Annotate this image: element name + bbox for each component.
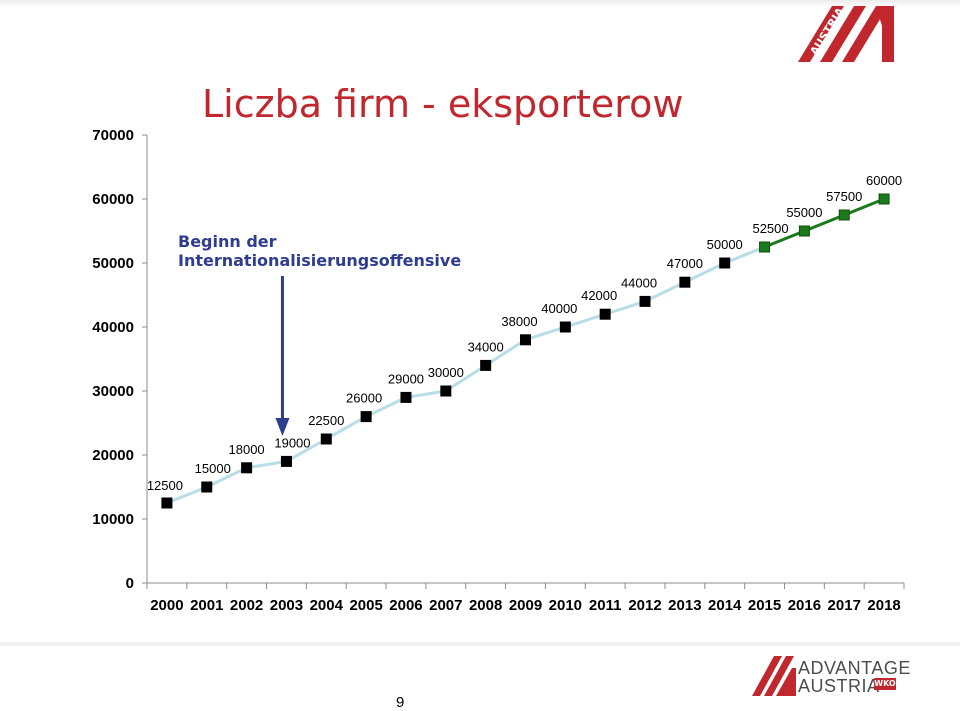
wko-badge: WKO [874,678,896,690]
projection-line [763,197,885,249]
y-tick-label: 60000 [92,191,134,208]
data-label: 38000 [501,314,537,329]
x-tick-label: 2016 [788,597,821,614]
x-tick-label: 2006 [389,597,422,614]
data-label: 50000 [707,237,743,252]
projection-data-point [759,241,771,253]
data-point [520,334,531,346]
x-tick-label: 2011 [589,597,622,614]
advantage-austria-logo-mark [752,656,796,696]
austria-logo: AUSTRIA [798,6,894,62]
data-point [480,359,492,371]
data-label: 47000 [667,256,703,271]
y-tick-label: 10000 [92,511,134,528]
data-point [320,433,332,445]
x-tick-label: 2010 [549,597,582,614]
projection-data-point [798,225,810,237]
y-tick-label: 40000 [92,319,134,336]
annotation-line-2: Internationalisierungsoffensive [178,251,462,270]
y-tick-label: 20000 [92,447,134,464]
data-point [400,391,412,403]
data-point [440,385,452,397]
data-point [201,481,213,493]
data-point [719,257,731,269]
data-label: 60000 [866,173,902,188]
data-label: 30000 [428,365,464,380]
chart-annotation: Beginn der Internationalisierungsoffensi… [178,232,461,270]
projection-data-point [838,209,850,221]
projection-data-point [878,193,890,205]
data-label: 22500 [308,413,344,428]
x-tick-label: 2015 [748,597,781,614]
data-point [241,462,253,474]
x-tick-label: 2008 [469,597,502,614]
x-tick-label: 2004 [310,597,344,614]
data-label: 18000 [229,442,265,457]
advantage-logo-line-2: AUSTRIA [798,676,880,696]
x-tick-label: 2007 [429,597,462,614]
data-label: 40000 [541,301,577,316]
x-tick-label: 2009 [509,597,542,614]
data-label: 55000 [786,205,822,220]
x-tick-label: 2005 [349,597,382,614]
bottom-decorative-band [0,641,960,647]
x-tick-label: 2000 [150,597,183,614]
x-tick-label: 2002 [230,597,263,614]
data-label: 29000 [388,371,424,386]
y-tick-label: 30000 [92,383,134,400]
annotation-line-1: Beginn der [178,232,277,251]
y-tick-label: 50000 [92,255,134,272]
advantage-logo-line-1: ADVANTAGE [798,658,911,678]
x-tick-label: 2003 [270,597,303,614]
x-tick-label: 2001 [190,597,223,614]
y-tick-label: 70000 [92,127,134,144]
data-label: 19000 [274,435,310,450]
x-tick-label: 2013 [668,597,701,614]
data-label: 44000 [621,275,657,290]
data-label: 57500 [826,189,862,204]
x-tick-label: 2012 [628,597,661,614]
slide-title: Liczba firm - eksporterow [202,82,684,126]
data-point [559,321,571,333]
data-point [599,308,611,320]
data-label: 12500 [147,478,183,493]
annotation-arrow-head [275,418,290,436]
data-label: 15000 [195,461,231,476]
data-label: 34000 [468,339,504,354]
data-point [639,295,651,307]
data-point [679,276,691,288]
page-number: 9 [396,694,405,711]
y-tick-label: 0 [126,575,134,592]
x-tick-label: 2017 [828,597,861,614]
data-label: 26000 [346,391,382,406]
data-point [280,455,292,467]
line-chart: 0 10000 20000 30000 40000 50000 60000 70000 2000… [92,127,905,614]
data-point [161,497,173,509]
data-point [360,411,372,423]
data-label: 42000 [581,288,617,303]
x-tick-label: 2014 [708,597,742,614]
data-label: 52500 [752,221,788,236]
series-connector-line [724,245,766,265]
x-tick-label: 2018 [867,597,900,614]
top-decorative-band [0,0,960,8]
